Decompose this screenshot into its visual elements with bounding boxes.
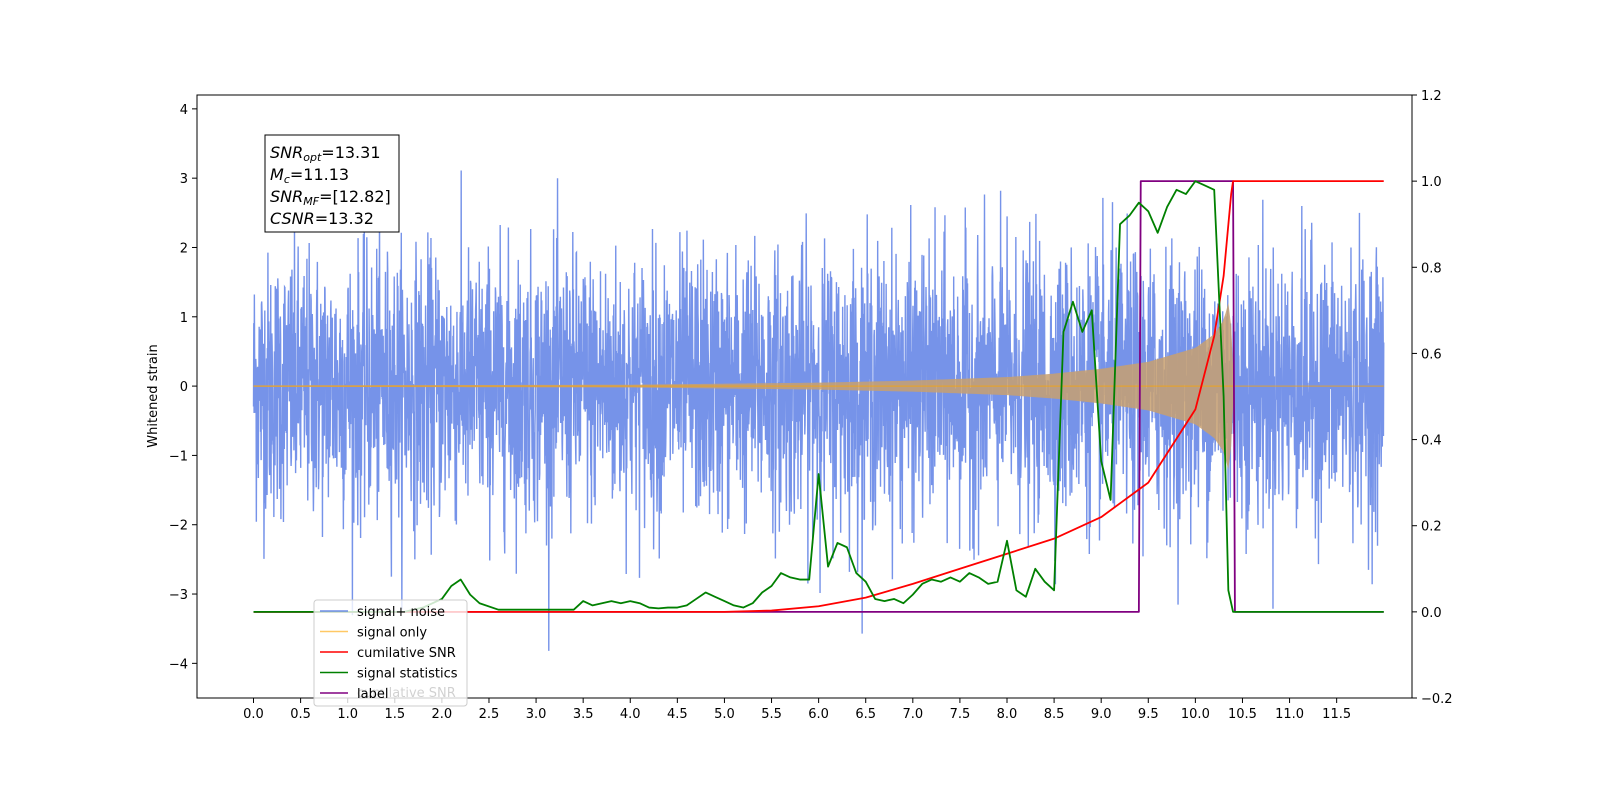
x-tick-label: 1.0 — [337, 707, 358, 722]
x-tick-label: 5.5 — [761, 707, 782, 722]
y-axis-left: 4 3 2 1 0 −1 −2 −3 −4 — [169, 103, 197, 672]
y-tick-label-left: −2 — [169, 519, 188, 534]
y-axis-title: Whitened strain — [146, 344, 161, 447]
y-tick-label-right: 0.0 — [1421, 606, 1442, 621]
legend-label: label — [357, 687, 388, 702]
series-cumulative-snr — [253, 180, 1384, 613]
y-tick-label-left: 1 — [180, 311, 188, 326]
y-tick-label-left: 0 — [180, 380, 188, 395]
info-line: Mc=11.13 — [270, 165, 349, 186]
y-tick-label-right: 0.2 — [1421, 520, 1442, 535]
x-tick-label: 8.0 — [997, 707, 1018, 722]
y-tick-label-left: −4 — [169, 657, 188, 672]
legend-label: cumilative SNR — [357, 646, 456, 661]
series-signal-statistics — [253, 180, 1384, 613]
y-tick-label-right: 0.6 — [1421, 347, 1442, 362]
x-tick-label: 0.0 — [243, 707, 264, 722]
legend: cumilative SNR signal+ noise signal only c… — [313, 599, 468, 707]
x-tick-label: 10.0 — [1181, 707, 1210, 722]
x-tick-label: 0.5 — [290, 707, 311, 722]
y-tick-label-right: 1.0 — [1421, 175, 1442, 190]
x-tick-label: 7.0 — [902, 707, 923, 722]
x-axis: 0.0 0.5 1.0 1.5 2.0 2.5 3.0 3.5 4.0 4.5 5.0 5.5 6.0 6… — [243, 698, 1351, 722]
x-tick-label: 8.5 — [1044, 707, 1065, 722]
info-line: CSNR=13.32 — [270, 209, 374, 228]
y-tick-label-right: 1.2 — [1421, 89, 1442, 104]
x-tick-label: 9.0 — [1091, 707, 1112, 722]
x-tick-label: 3.5 — [573, 707, 594, 722]
x-tick-label: 9.5 — [1138, 707, 1159, 722]
x-tick-label: 5.0 — [714, 707, 735, 722]
plot-frame — [196, 94, 1413, 699]
x-tick-label: 2.0 — [432, 707, 453, 722]
y-tick-label-right: 0.8 — [1421, 261, 1442, 276]
y-tick-label-left: −3 — [169, 588, 188, 603]
x-tick-label: 6.5 — [855, 707, 876, 722]
x-tick-label: 4.0 — [620, 707, 641, 722]
x-tick-label: 11.0 — [1275, 707, 1304, 722]
series-layer — [252, 170, 1385, 651]
legend-label: signal only — [357, 626, 427, 641]
legend-label: signal+ noise — [357, 605, 445, 620]
y-tick-label-right: −0.2 — [1421, 692, 1453, 707]
info-line: SNRMF=[12.82] — [270, 187, 391, 208]
x-tick-label: 11.5 — [1322, 707, 1351, 722]
y-tick-label-left: 3 — [180, 172, 188, 187]
legend-ghost-text: cumilative SNR — [357, 686, 456, 701]
y-axis-right: 1.2 1.0 0.8 0.6 0.4 0.2 0.0 −0.2 — [1412, 89, 1453, 707]
y-tick-label-right: 0.4 — [1421, 434, 1442, 449]
legend-label: signal statistics — [357, 667, 458, 682]
info-line: SNRopt=13.31 — [270, 143, 381, 164]
x-tick-label: 4.5 — [667, 707, 688, 722]
x-tick-label: 6.0 — [808, 707, 829, 722]
y-tick-label-left: 2 — [180, 241, 188, 256]
x-tick-label: 7.5 — [950, 707, 971, 722]
info-box: SNRopt=13.31Mc=11.13SNRMF=[12.82]CSNR=13… — [264, 134, 400, 233]
x-tick-label: 3.0 — [526, 707, 547, 722]
y-tick-label-left: 4 — [180, 103, 188, 118]
y-tick-label-left: −1 — [169, 449, 188, 464]
x-tick-label: 10.5 — [1228, 707, 1257, 722]
x-tick-label: 1.5 — [384, 707, 405, 722]
x-tick-label: 2.5 — [479, 707, 500, 722]
